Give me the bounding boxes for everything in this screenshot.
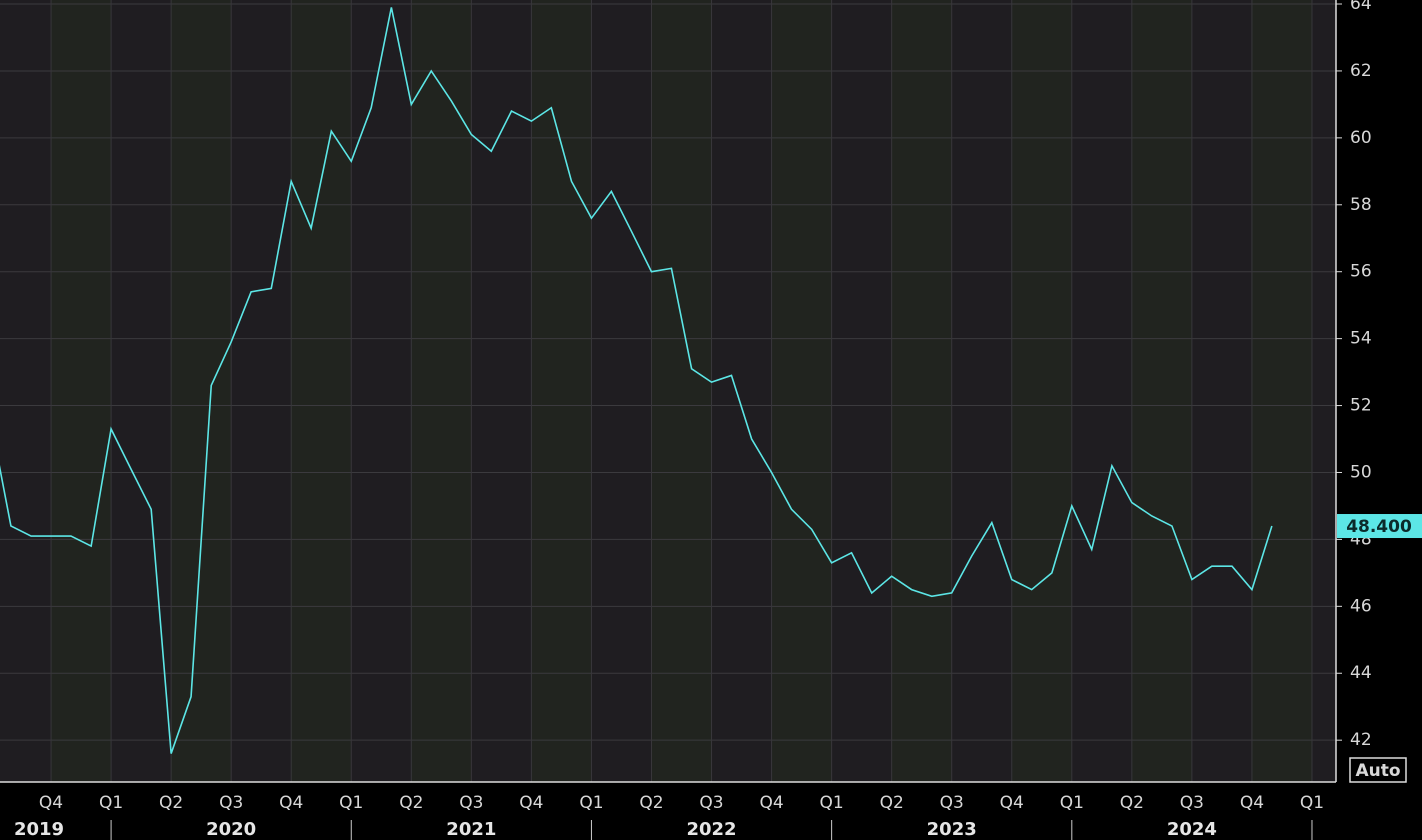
x-tick-label: Q1	[820, 793, 844, 813]
y-tick-label: 64	[1350, 0, 1372, 14]
x-tick-label: Q2	[399, 793, 423, 813]
x-tick-label: Q4	[279, 793, 303, 813]
last-value-label: 48.400	[1346, 517, 1412, 537]
y-tick-label: 46	[1350, 596, 1372, 616]
x-tick-label: Q3	[699, 793, 723, 813]
bands	[51, 0, 1312, 782]
band	[51, 0, 112, 782]
y-tick-label: 44	[1350, 663, 1372, 683]
y-tick-label: 54	[1350, 329, 1372, 349]
x-tick-label: Q4	[1240, 793, 1264, 813]
y-tick-label: 58	[1350, 195, 1372, 215]
line-series	[0, 7, 1273, 754]
x-tick-label: Q4	[1000, 793, 1024, 813]
y-tick-label: 60	[1350, 128, 1372, 148]
x-tick-label: Q2	[1120, 793, 1144, 813]
auto-button[interactable]	[1349, 757, 1407, 783]
grid	[0, 0, 1336, 782]
band	[1131, 0, 1192, 782]
band	[1011, 0, 1072, 782]
x-tick-label: Q3	[940, 793, 964, 813]
year-label: 2021	[446, 819, 496, 840]
x-tick-label: Q1	[339, 793, 363, 813]
band	[771, 0, 832, 782]
band	[651, 0, 712, 782]
x-tick-label: Q1	[1060, 793, 1084, 813]
year-label: 2020	[206, 819, 256, 840]
year-label: 2023	[927, 819, 977, 840]
year-label: 2024	[1167, 819, 1217, 840]
x-tick-label: Q4	[759, 793, 783, 813]
x-tick-label: Q4	[519, 793, 543, 813]
y-tick-label: 50	[1350, 462, 1372, 482]
x-tick-label: Q3	[219, 793, 243, 813]
x-tick-label: Q2	[880, 793, 904, 813]
band	[291, 0, 352, 782]
x-tick-label: Q1	[99, 793, 123, 813]
auto-button-label[interactable]: Auto	[1355, 761, 1400, 781]
band	[171, 0, 232, 782]
band	[891, 0, 952, 782]
last-value-tag	[1337, 514, 1422, 539]
band	[411, 0, 472, 782]
year-label: 2019	[14, 819, 64, 840]
x-tick-label: Q3	[459, 793, 483, 813]
y-tick-label: 42	[1350, 730, 1372, 750]
series	[0, 7, 1273, 754]
y-tick-label: 62	[1350, 61, 1372, 81]
x-tick-label: Q4	[39, 793, 63, 813]
x-tick-label: Q2	[639, 793, 663, 813]
x-tick-label: Q3	[1180, 793, 1204, 813]
x-tick-label: Q2	[159, 793, 183, 813]
x-tick-label: Q1	[579, 793, 603, 813]
y-tick-label: 52	[1350, 396, 1372, 416]
band	[531, 0, 592, 782]
x-tick-label: Q1	[1300, 793, 1324, 813]
y-tick-label: 56	[1350, 262, 1372, 282]
band	[1251, 0, 1312, 782]
year-label: 2022	[686, 819, 736, 840]
